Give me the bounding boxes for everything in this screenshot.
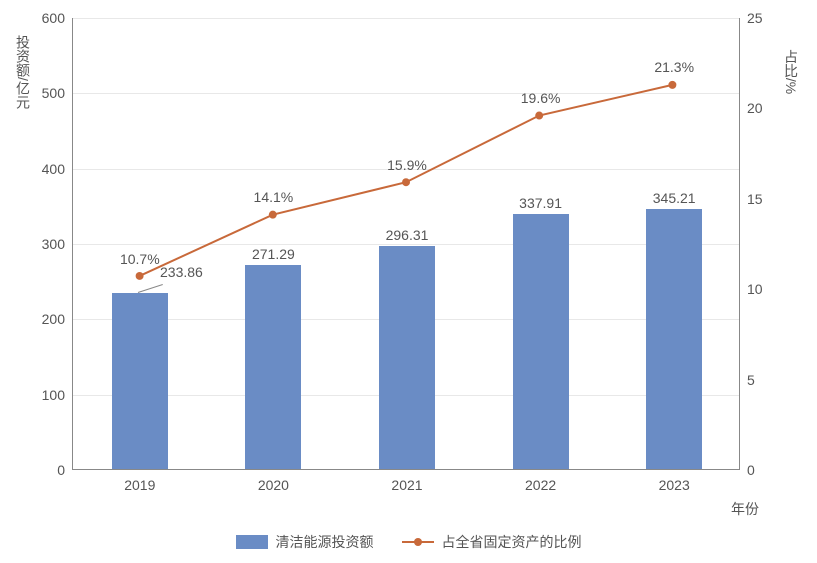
line-value-label: 10.7% — [120, 251, 160, 273]
legend-label-line: 占全省固定资产的比例 — [442, 532, 582, 552]
xtick: 2019 — [124, 469, 155, 493]
ytick-left: 600 — [42, 10, 73, 26]
xtick: 2020 — [258, 469, 289, 493]
x-axis-title: 年份 — [731, 469, 759, 519]
legend-item-bar: 清洁能源投资额 — [236, 532, 374, 552]
ytick-right: 15 — [739, 191, 763, 207]
legend-swatch-bar — [236, 535, 268, 549]
legend-label-bar: 清洁能源投资额 — [276, 532, 374, 552]
line-series — [73, 18, 739, 469]
ytick-left: 500 — [42, 85, 73, 101]
ytick-left: 300 — [42, 236, 73, 252]
legend-swatch-line — [402, 535, 434, 549]
line-value-label: 21.3% — [654, 59, 694, 81]
legend-item-line: 占全省固定资产的比例 — [402, 532, 582, 552]
ytick-left: 0 — [57, 462, 73, 478]
line-value-label: 14.1% — [254, 189, 294, 211]
ytick-right: 20 — [739, 100, 763, 116]
y-left-axis-title: 投资额/亿元 — [13, 35, 33, 109]
xtick: 2022 — [525, 469, 556, 493]
xtick: 2021 — [391, 469, 422, 493]
xtick: 2023 — [659, 469, 690, 493]
y-right-axis-title: 占比/% — [781, 50, 801, 94]
legend: 清洁能源投资额 占全省固定资产的比例 — [236, 532, 582, 552]
line-value-label: 19.6% — [521, 90, 561, 112]
ytick-left: 200 — [42, 311, 73, 327]
ytick-right: 5 — [739, 372, 755, 388]
ytick-left: 100 — [42, 387, 73, 403]
ytick-right: 10 — [739, 281, 763, 297]
ytick-left: 400 — [42, 161, 73, 177]
line-value-label: 15.9% — [387, 157, 427, 179]
dual-axis-chart: 0100200300400500600051015202520192020202… — [0, 0, 817, 563]
plot-area: 0100200300400500600051015202520192020202… — [72, 18, 740, 470]
ytick-right: 25 — [739, 10, 763, 26]
